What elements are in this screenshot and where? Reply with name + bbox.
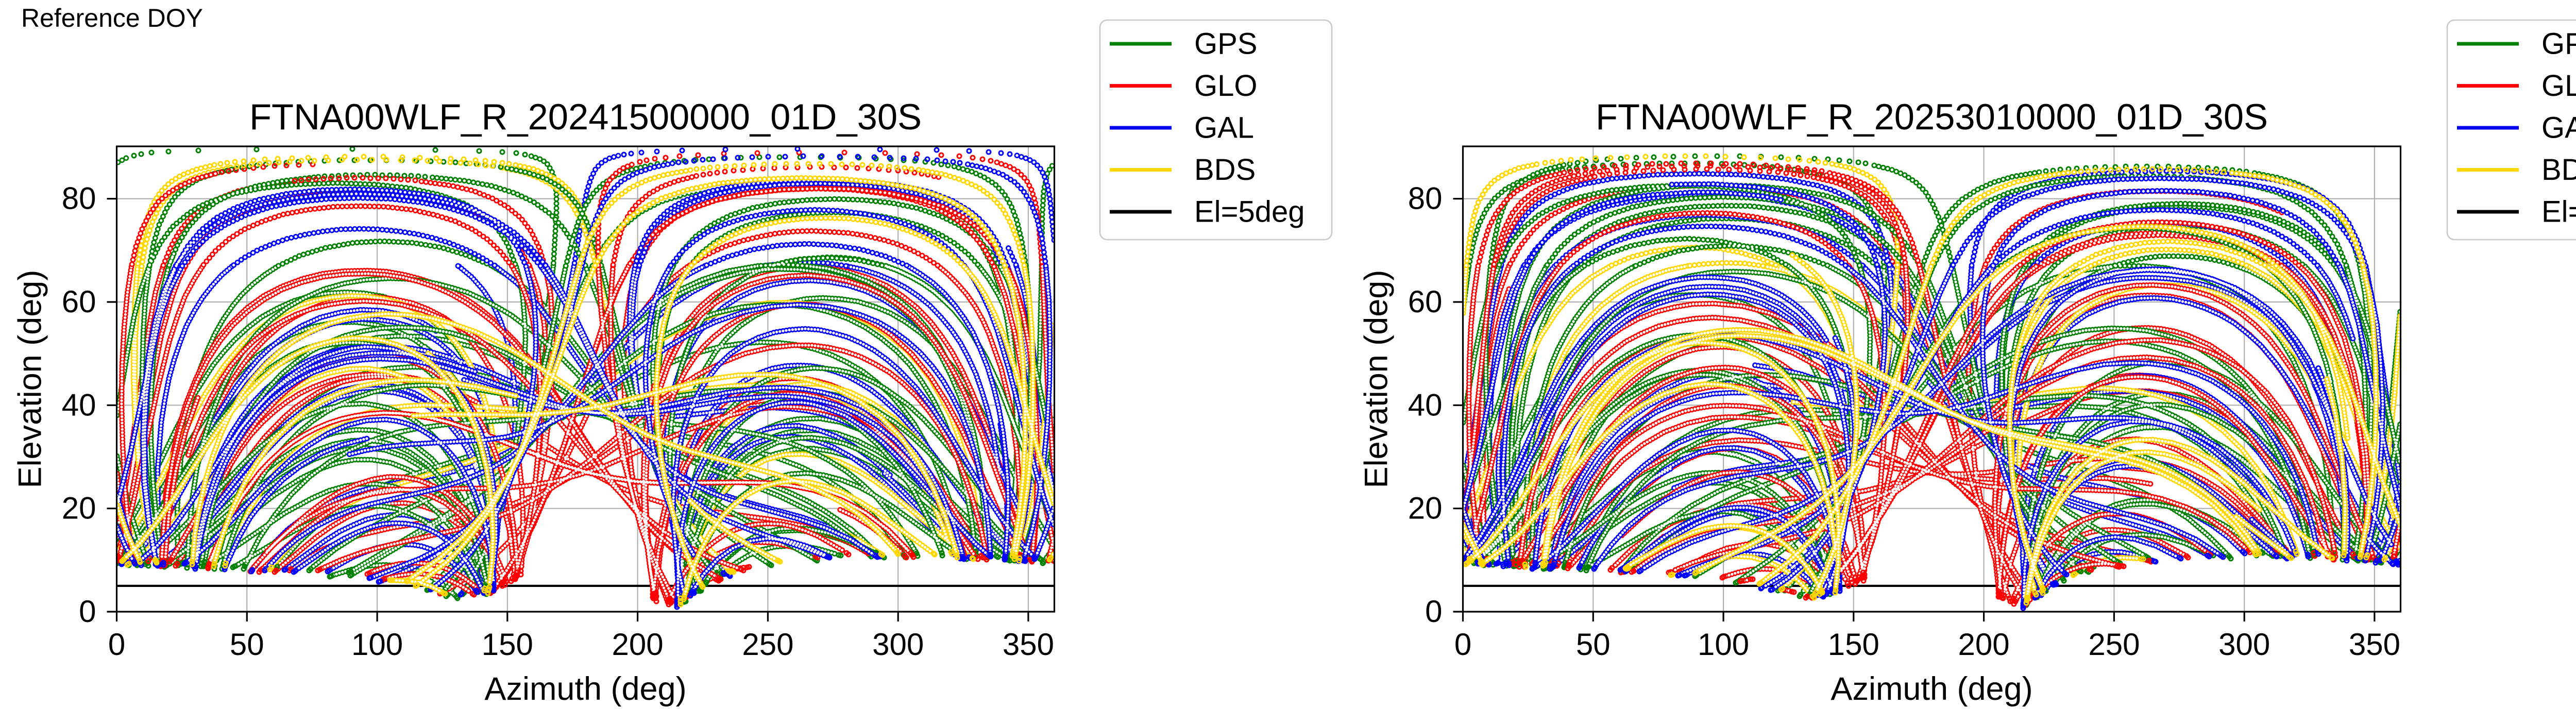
svg-text:Elevation (deg): Elevation (deg) [1359,270,1395,489]
svg-text:250: 250 [2088,627,2140,662]
svg-text:50: 50 [230,627,264,662]
svg-text:FTNA00WLF_R_20253010000_01D_30: FTNA00WLF_R_20253010000_01D_30S [1596,96,2268,137]
svg-text:BDS: BDS [2541,153,2576,187]
svg-text:0: 0 [1454,627,1471,662]
svg-text:GPS: GPS [1194,27,1258,61]
svg-text:GLO: GLO [1194,69,1258,103]
svg-text:20: 20 [62,491,96,526]
svg-text:250: 250 [742,627,793,662]
svg-text:200: 200 [612,627,664,662]
svg-text:El=5deg: El=5deg [1194,195,1304,229]
svg-text:150: 150 [482,627,533,662]
svg-text:GAL: GAL [2541,111,2576,145]
svg-text:350: 350 [2349,627,2400,662]
svg-text:40: 40 [62,388,96,422]
svg-text:Azimuth (deg): Azimuth (deg) [1831,671,2032,707]
svg-text:0: 0 [1425,594,1442,629]
svg-text:100: 100 [1698,627,1749,662]
svg-text:200: 200 [1958,627,2010,662]
svg-text:60: 60 [1408,284,1443,319]
svg-text:El=5deg: El=5deg [2541,195,2576,229]
svg-text:GLO: GLO [2541,69,2576,103]
svg-text:GPS: GPS [2541,27,2576,61]
svg-text:50: 50 [1576,627,1611,662]
svg-text:FTNA00WLF_R_20241500000_01D_30: FTNA00WLF_R_20241500000_01D_30S [249,96,922,137]
svg-text:150: 150 [1828,627,1879,662]
svg-text:300: 300 [2218,627,2270,662]
svg-text:80: 80 [1408,181,1443,216]
svg-text:40: 40 [1408,388,1443,422]
svg-text:60: 60 [62,284,96,319]
svg-text:100: 100 [351,627,403,662]
svg-text:Elevation (deg): Elevation (deg) [12,270,48,489]
svg-text:Reference DOY: Reference DOY [21,4,203,32]
svg-text:GAL: GAL [1194,111,1254,145]
svg-text:80: 80 [62,181,96,216]
svg-text:20: 20 [1408,491,1443,526]
svg-text:350: 350 [1003,627,1054,662]
svg-text:Azimuth (deg): Azimuth (deg) [484,671,686,707]
svg-text:0: 0 [79,594,96,629]
svg-text:0: 0 [108,627,125,662]
svg-text:300: 300 [872,627,924,662]
svg-text:BDS: BDS [1194,153,1256,187]
